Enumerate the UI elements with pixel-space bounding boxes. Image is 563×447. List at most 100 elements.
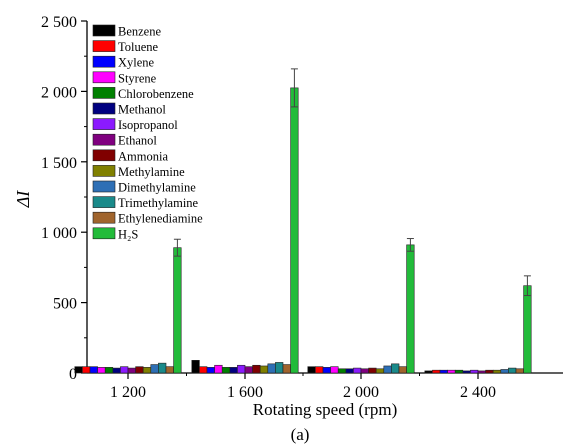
bar-methanol-2 bbox=[345, 368, 354, 374]
bar-isopropanol-2 bbox=[353, 367, 362, 374]
y-tick-label: 0 bbox=[69, 366, 77, 383]
legend-swatch bbox=[92, 196, 116, 208]
legend-swatch bbox=[92, 24, 116, 37]
bar-isopropanol-0 bbox=[120, 366, 129, 374]
bar-ammonia-2 bbox=[368, 367, 377, 374]
bar-isopropanol-3 bbox=[470, 369, 479, 374]
legend-label: Methanol bbox=[118, 103, 166, 117]
legend-label: Toluene bbox=[118, 40, 159, 54]
bar-ethanol-2 bbox=[360, 368, 369, 374]
figure-caption: (a) bbox=[291, 425, 310, 444]
legend-swatch bbox=[92, 133, 116, 146]
x-tick-label: 1 600 bbox=[227, 384, 263, 401]
bar-methanol-0 bbox=[112, 367, 121, 374]
bar-benzene-2 bbox=[307, 366, 316, 374]
y-tick-label: 1 500 bbox=[41, 155, 77, 172]
legend-swatch bbox=[92, 71, 116, 84]
legend-swatch bbox=[92, 165, 116, 177]
legend-swatch bbox=[92, 227, 116, 240]
bar-trimethylamine-0 bbox=[158, 362, 167, 374]
bar-xylene-1 bbox=[206, 367, 215, 374]
bar-benzene-1 bbox=[191, 360, 200, 374]
legend-swatch bbox=[92, 40, 116, 52]
legend-swatch bbox=[92, 180, 116, 193]
legend-swatch bbox=[92, 211, 116, 224]
legend-label: Isopropanol bbox=[118, 118, 178, 132]
bar-xylene-0 bbox=[89, 366, 98, 374]
bar-trimethylamine-1 bbox=[275, 362, 284, 374]
bar-h-s-2 bbox=[406, 244, 415, 374]
bar-toluene-3 bbox=[432, 369, 441, 374]
legend-label: Ammonia bbox=[118, 149, 168, 163]
axes: 0 500 1 000 1 500 2 000 2 500 1 200 1 600 2 000 2… bbox=[41, 14, 563, 401]
bar-isopropanol-1 bbox=[237, 364, 246, 374]
legend-label: Styrene bbox=[118, 71, 157, 85]
bar-ethanol-0 bbox=[127, 367, 136, 374]
bar-dimethylamine-2 bbox=[383, 365, 392, 374]
axis-labels: Rotating speed (rpm) ΔI (a) bbox=[13, 190, 397, 444]
y-axis-label: ΔI bbox=[13, 190, 33, 209]
y-tick-label: 1 000 bbox=[41, 225, 77, 242]
bar-styrene-2 bbox=[330, 366, 339, 374]
bar-h-s-1 bbox=[290, 87, 299, 374]
bar-h-s-0 bbox=[173, 247, 182, 374]
legend-label: Xylene bbox=[118, 56, 155, 70]
bar-ammonia-1 bbox=[252, 364, 261, 374]
bar-methylamine-1 bbox=[259, 365, 269, 374]
bar-toluene-2 bbox=[315, 366, 324, 374]
bar-methylamine-0 bbox=[142, 367, 152, 374]
legend-swatch bbox=[92, 55, 116, 68]
bar-benzene-3 bbox=[424, 370, 433, 374]
legend-swatch bbox=[92, 149, 116, 162]
bar-xylene-3 bbox=[439, 369, 448, 374]
legend-label: Methylamine bbox=[118, 165, 185, 179]
legend-label: Ethanol bbox=[118, 134, 157, 148]
bar-chlorobenzene-3 bbox=[454, 369, 464, 374]
bar-ethanol-1 bbox=[244, 366, 253, 374]
bar-ammonia-3 bbox=[485, 369, 494, 374]
legend-label: Trimethylamine bbox=[118, 196, 199, 210]
bar-methanol-3 bbox=[462, 370, 471, 374]
bar-ethanol-3 bbox=[477, 370, 486, 374]
bar-chlorobenzene-1 bbox=[221, 367, 231, 374]
x-tick-label: 1 200 bbox=[110, 384, 146, 401]
bar-ethylenediamine-3 bbox=[515, 368, 524, 374]
legend-label: Ethylenediamine bbox=[118, 212, 203, 226]
x-axis-label: Rotating speed (rpm) bbox=[253, 400, 397, 419]
bar-chlorobenzene-2 bbox=[337, 368, 347, 374]
bar-dimethylamine-0 bbox=[150, 364, 159, 374]
legend-label: Dimethylamine bbox=[118, 181, 196, 195]
bar-styrene-3 bbox=[447, 369, 456, 374]
bar-ethylenediamine-1 bbox=[282, 364, 291, 374]
y-tick-label: 2 500 bbox=[41, 14, 77, 31]
bar-ethylenediamine-0 bbox=[165, 366, 174, 374]
bar-benzene-0 bbox=[74, 366, 83, 374]
legend-label: Chlorobenzene bbox=[118, 87, 194, 101]
bar-ammonia-0 bbox=[135, 366, 144, 374]
bar-dimethylamine-1 bbox=[267, 363, 276, 374]
bar-chlorobenzene-0 bbox=[104, 367, 114, 374]
bar-methylamine-2 bbox=[375, 368, 385, 374]
bar-styrene-0 bbox=[97, 367, 106, 374]
bar-methanol-1 bbox=[229, 367, 238, 374]
bar-trimethylamine-2 bbox=[391, 363, 400, 374]
legend-swatch bbox=[92, 102, 116, 115]
x-tick-label: 2 000 bbox=[343, 384, 379, 401]
legend-swatch bbox=[92, 118, 116, 130]
x-tick-label: 2 400 bbox=[460, 384, 496, 401]
bar-dimethylamine-3 bbox=[500, 369, 509, 374]
bar-toluene-0 bbox=[82, 366, 91, 374]
bars bbox=[74, 68, 532, 374]
legend-swatch bbox=[92, 87, 116, 99]
bar-methylamine-3 bbox=[492, 369, 502, 374]
bar-styrene-1 bbox=[214, 364, 223, 374]
bar-trimethylamine-3 bbox=[508, 367, 517, 374]
bar-xylene-2 bbox=[322, 367, 331, 374]
bar-toluene-1 bbox=[199, 366, 208, 374]
legend-label: H₂S bbox=[118, 227, 138, 241]
bar-ethylenediamine-2 bbox=[398, 366, 407, 374]
y-tick-label: 500 bbox=[53, 296, 77, 313]
y-tick-label: 2 000 bbox=[41, 84, 77, 101]
